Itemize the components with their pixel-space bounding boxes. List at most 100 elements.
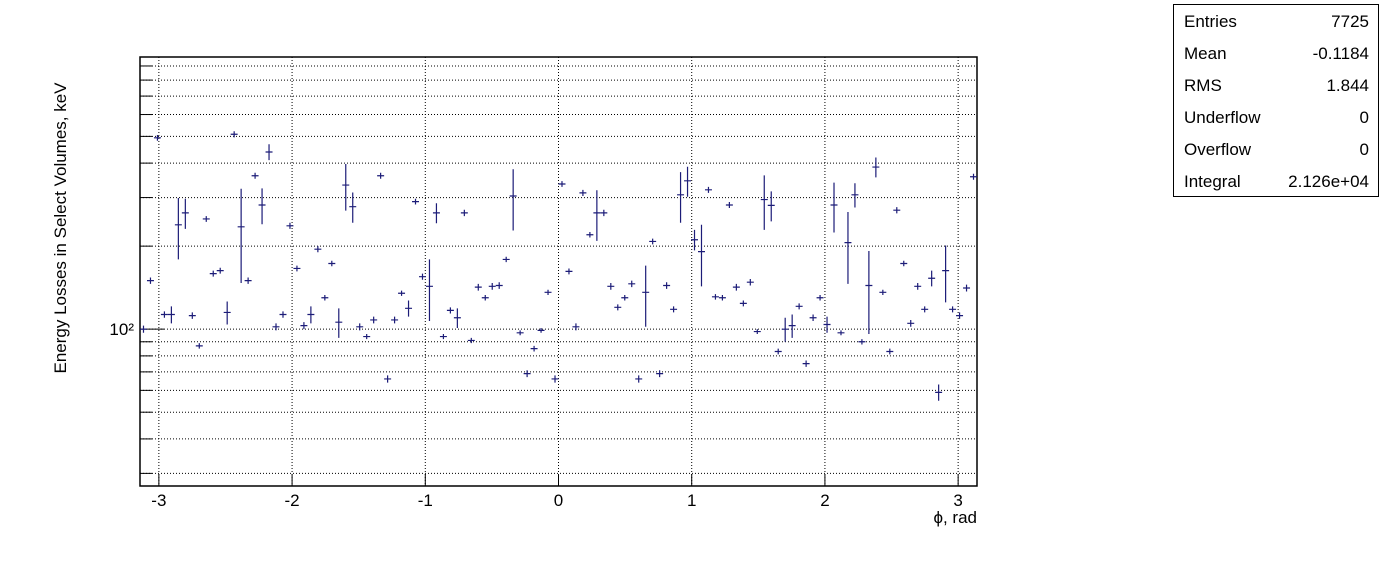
error-bar [558,181,566,187]
error-bar [900,260,908,267]
error-bar [230,131,238,138]
error-bar [391,316,399,324]
error-bar [439,334,447,340]
error-bar [565,268,573,275]
error-bar [216,267,224,274]
error-bar [530,345,538,352]
error-bar [419,273,426,280]
error-bar [244,277,252,284]
error-bar [579,189,587,196]
stats-label: Entries [1184,12,1237,31]
error-bar [628,280,636,288]
error-bar [251,172,259,179]
stats-row: Underflow 0 [1174,101,1378,133]
error-bar [509,169,517,231]
error-bar [140,325,147,333]
error-bar [970,173,977,180]
error-bar [432,203,440,224]
error-bar [272,323,280,331]
error-bar [516,330,524,336]
x-tick-label: -1 [418,491,433,510]
error-bar [614,304,622,311]
x-tick-label: -2 [285,491,300,510]
error-bar [328,260,336,267]
error-bar [732,283,740,291]
error-bar [160,311,168,318]
error-bar [795,303,803,310]
x-axis-label: ϕ, rad [933,508,977,527]
error-bar [572,323,580,331]
error-bar [698,224,705,287]
error-bar [725,202,733,208]
error-bar [474,283,482,291]
stats-box: Entries 7725 Mean -0.1184 RMS 1.844 Underflow 0… [1173,4,1379,197]
stats-label: Integral [1184,172,1241,191]
error-bar [398,290,406,296]
error-bar [914,283,922,290]
error-bar [774,348,782,355]
stats-row: Overflow 0 [1174,133,1378,165]
stats-row: RMS 1.844 [1174,69,1378,101]
error-bar [942,245,950,303]
plot-frame [139,56,978,487]
error-bar [816,295,824,301]
error-bar [293,265,301,272]
error-bar [495,282,503,289]
error-bar [412,198,419,205]
error-bar [349,192,357,223]
error-bar [879,289,887,296]
error-bar [593,190,601,241]
error-bar [837,330,845,336]
error-bar [537,327,545,333]
error-bar [286,222,294,229]
stats-value: 0 [1359,140,1369,159]
error-bar [921,306,929,313]
error-bar [670,306,678,313]
chart: Energy Losses in Select Volumes, keV ϕ, … [51,56,978,527]
error-bar [202,216,210,222]
error-bar [767,191,775,222]
error-bar [851,183,859,208]
error-bar [753,329,761,335]
error-bar [307,306,315,324]
error-bar [621,295,629,301]
error-bar [188,312,196,319]
stats-value: 2.126e+04 [1288,172,1369,191]
error-bar [963,284,971,292]
x-tick-label: 3 [953,491,962,510]
error-bar [488,283,496,290]
error-bar [711,294,719,300]
error-bar [363,334,371,340]
error-bar [453,308,461,328]
error-bar [684,166,692,197]
error-bar [321,295,329,301]
error-bar [830,182,838,233]
error-bar [167,306,175,324]
x-tick-label: 0 [554,491,563,510]
error-bar [677,172,685,223]
error-bar [788,314,796,338]
error-bar [586,232,594,238]
error-bar [739,300,747,307]
error-bar [907,319,915,327]
stats-row: Mean -0.1184 [1174,37,1378,69]
error-bar [481,295,489,301]
stats-label: Mean [1184,44,1227,63]
error-bar [781,317,789,342]
error-bar [809,314,817,322]
x-tick-label: 2 [820,491,829,510]
y-tick-label: 10² [109,320,134,339]
stats-value: -0.1184 [1312,44,1369,63]
stats-value: 7725 [1331,12,1369,31]
error-bar [760,175,768,230]
error-bar [342,164,350,211]
error-bar [377,172,385,179]
error-bar [300,322,308,330]
error-bar [663,282,671,289]
error-bar [691,229,698,251]
error-bar [928,270,936,287]
error-bar [649,238,657,245]
error-bar [370,316,378,324]
error-bar [237,188,245,284]
error-bar [356,323,364,331]
